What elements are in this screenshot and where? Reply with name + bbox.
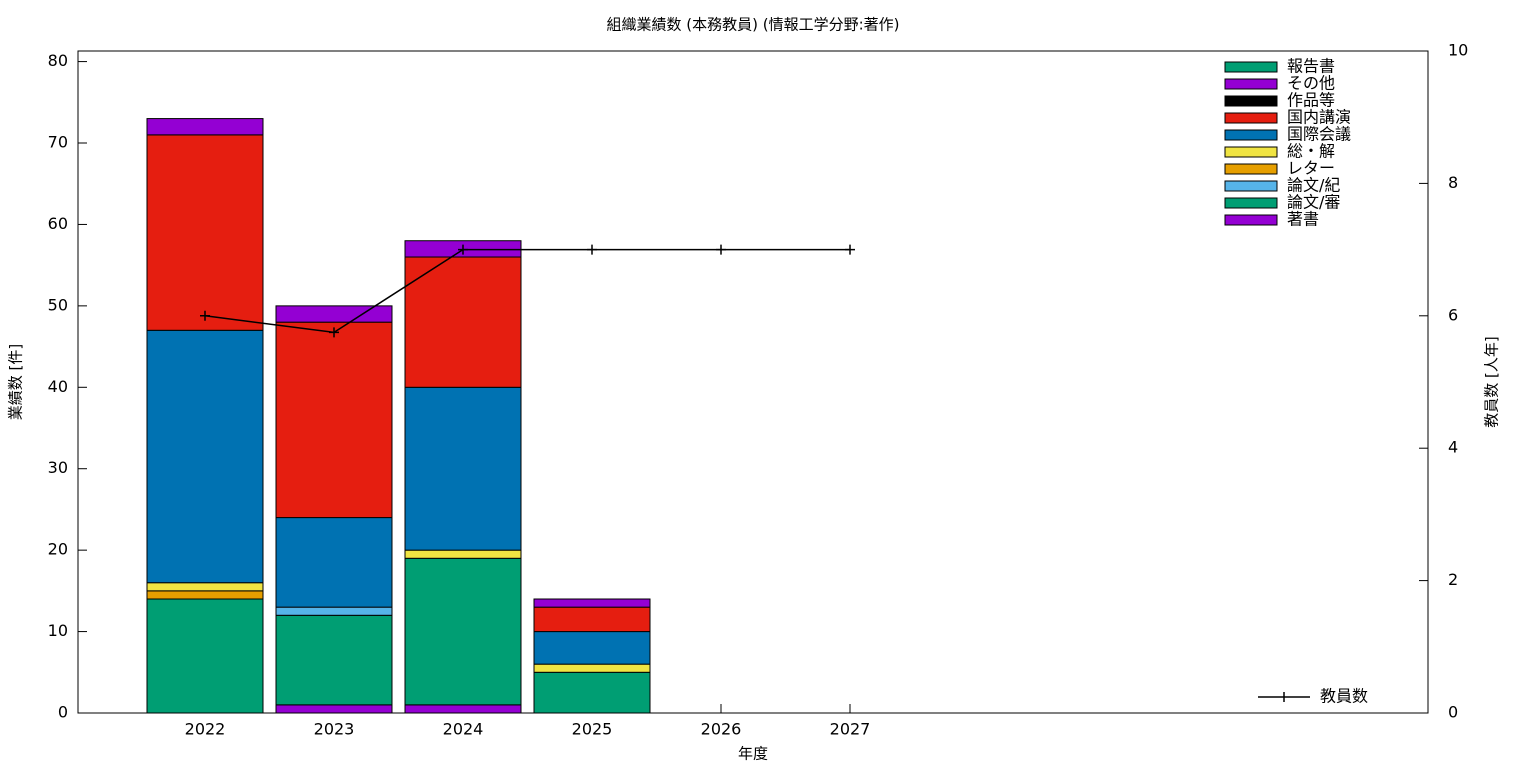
bar-segment (275, 704, 393, 714)
x-axis-label: 年度 (738, 745, 768, 763)
legend-swatch (1224, 129, 1278, 141)
x-tick-label: 2025 (572, 720, 613, 739)
legend-label: 作品等 (1287, 91, 1335, 110)
point-marker (458, 244, 468, 255)
legend-swatch (1224, 112, 1278, 124)
bar-segment (533, 671, 651, 714)
y-axis-label: 業績数 [件] (7, 344, 25, 420)
plot-frame (77, 50, 1429, 714)
bar-segment (404, 557, 522, 706)
y2-tick-label: 4 (1448, 438, 1458, 457)
point-marker (716, 244, 726, 255)
bar-segment (146, 582, 264, 592)
legend-label: 教員数 (1320, 687, 1368, 706)
legend-label: 報告書 (1287, 57, 1335, 76)
bar-segment (146, 598, 264, 714)
bar-segment (275, 614, 393, 706)
bar-segment (533, 663, 651, 673)
bar-segment (533, 598, 651, 608)
x-tick-label: 2022 (185, 720, 226, 739)
y2-tick-label: 8 (1448, 173, 1458, 192)
y-tick-label: 20 (48, 540, 68, 559)
legend-label: 著書 (1287, 210, 1319, 229)
x-tick-label: 2024 (443, 720, 484, 739)
point-marker (587, 244, 597, 255)
y-tick-label: 60 (48, 214, 68, 233)
legend-label: その他 (1287, 74, 1335, 93)
bar-segment (146, 118, 264, 136)
y2-axis-label: 教員数 [人年] (1483, 336, 1501, 427)
y-tick-label: 50 (48, 295, 68, 314)
y2-tick-label: 0 (1448, 703, 1458, 722)
legend-label: 論文/審 (1287, 193, 1340, 212)
bar-segment (275, 606, 393, 616)
y-tick-label: 70 (48, 133, 68, 152)
bar-segment (146, 329, 264, 584)
bar-segment (404, 549, 522, 559)
legend-label: 論文/紀 (1287, 176, 1340, 195)
bar-segment (275, 517, 393, 608)
bar-segment (146, 590, 264, 600)
bar-segment (533, 606, 651, 633)
x-tick-label: 2026 (701, 720, 742, 739)
y2-tick-label: 6 (1448, 305, 1458, 324)
bar-segment (146, 134, 264, 331)
legend-swatch (1224, 163, 1278, 175)
bar-segment (404, 256, 522, 388)
legend-swatch (1224, 197, 1278, 209)
bar-segment (533, 631, 651, 665)
legend-swatch (1224, 214, 1278, 226)
bar-segment (275, 321, 393, 519)
legend-swatch (1224, 61, 1278, 73)
line-series (204, 248, 850, 334)
point-marker (845, 244, 855, 255)
y-tick-label: 80 (48, 51, 68, 70)
y-tick-label: 30 (48, 458, 68, 477)
x-tick-label: 2023 (314, 720, 355, 739)
bar-segment (404, 386, 522, 551)
chart-title: 組織業績数 (本務教員) (情報工学分野:著作) (607, 16, 900, 34)
legend-label: 国内講演 (1287, 108, 1351, 127)
y2-tick-label: 10 (1448, 41, 1468, 60)
bar-segment (404, 704, 522, 714)
point-marker (200, 310, 210, 321)
legend-swatch (1224, 78, 1278, 90)
legend-swatch (1224, 95, 1278, 107)
bar-segment (275, 305, 393, 323)
legend-swatch (1224, 180, 1278, 192)
point-marker (329, 327, 339, 338)
x-tick-label: 2027 (830, 720, 871, 739)
y2-tick-label: 2 (1448, 570, 1458, 589)
legend-label: 国際会議 (1287, 125, 1351, 144)
legend-swatch (1224, 146, 1278, 158)
y-tick-label: 10 (48, 621, 68, 640)
legend-label: レター (1287, 159, 1335, 178)
y-tick-label: 0 (58, 703, 68, 722)
y-tick-label: 40 (48, 377, 68, 396)
legend-label: 総・解 (1287, 142, 1335, 161)
